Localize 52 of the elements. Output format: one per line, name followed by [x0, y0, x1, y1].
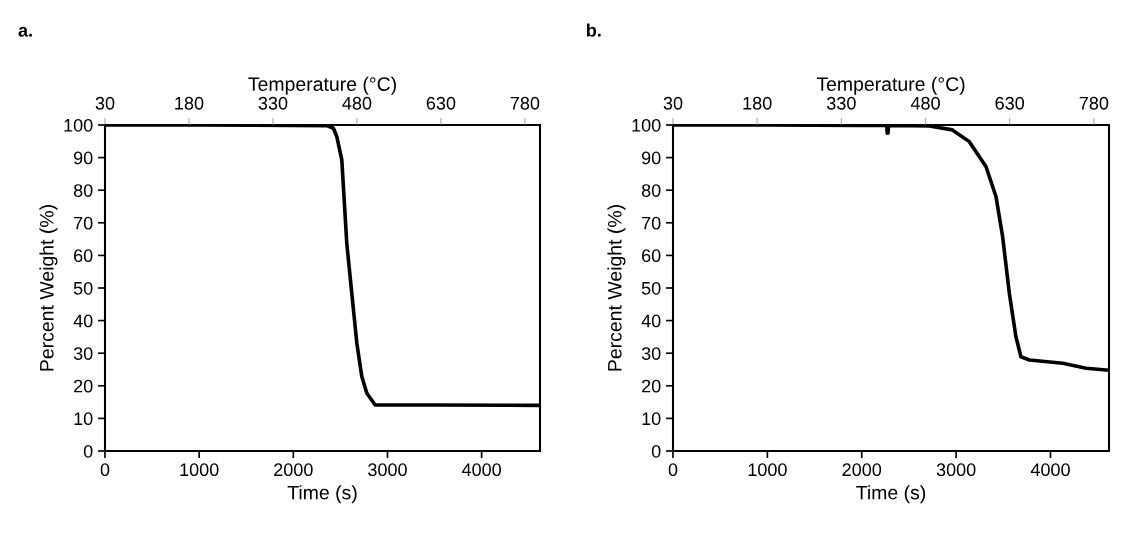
x2-axis-title: Temperature (°C) [816, 76, 965, 95]
y-tick-label: 80 [641, 184, 661, 197]
x-tick-label: 4000 [461, 463, 501, 477]
y-tick-label: 100 [64, 118, 93, 132]
y-tick-label: 90 [641, 151, 661, 165]
x2-tick-label: 180 [743, 96, 772, 110]
x2-tick-label: 630 [426, 96, 456, 110]
chart-title: a. [18, 26, 32, 37]
y-tick-label: 30 [641, 347, 661, 360]
chart-title: b. [586, 23, 601, 37]
y-tick-label: 40 [641, 314, 661, 328]
y-tick-label: 70 [642, 216, 661, 230]
x2-tick-label: 30 [95, 96, 115, 110]
y-tick-label: 20 [642, 379, 661, 393]
x-tick-label: 1000 [180, 463, 219, 477]
y-axis-title: Percent Weight (%) [607, 205, 626, 371]
x2-tick-label: 330 [258, 96, 288, 110]
y-tick-label: 90 [73, 151, 93, 165]
x2-tick-label: 780 [510, 96, 540, 110]
y-tick-label: 60 [642, 249, 661, 263]
x-tick-label: 1000 [748, 463, 787, 477]
x2-tick-label: 780 [1079, 96, 1109, 110]
y-tick-label: 10 [74, 412, 93, 426]
y-tick-label: 70 [74, 216, 93, 230]
y-tick-label: 0 [83, 444, 93, 458]
y-tick-label: 0 [651, 444, 661, 458]
x-axis-title: Time (s) [287, 485, 357, 504]
x-tick-label: 0 [668, 463, 678, 477]
x2-tick-label: 180 [175, 96, 204, 110]
x2-tick-label: 630 [995, 96, 1025, 110]
y-tick-label: 30 [73, 347, 93, 360]
x2-axis-title: Temperature (°C) [248, 76, 396, 95]
x-axis-title: Time (s) [856, 485, 926, 504]
x-tick-label: 4000 [1030, 463, 1070, 477]
y-tick-label: 60 [74, 249, 93, 263]
x2-tick-label: 480 [342, 96, 372, 110]
x-tick-label: 3000 [368, 463, 407, 477]
y-tick-label: 50 [641, 281, 661, 295]
y-tick-label: 50 [73, 281, 93, 295]
y-tick-label: 100 [632, 118, 661, 132]
x-tick-label: 0 [100, 463, 110, 477]
x2-tick-label: 330 [826, 96, 856, 110]
y-tick-label: 40 [73, 314, 93, 328]
x-tick-label: 3000 [936, 463, 976, 477]
x2-tick-label: 480 [910, 96, 940, 110]
y-tick-label: 80 [73, 184, 93, 197]
y-tick-label: 20 [74, 379, 93, 393]
y-axis-title: Percent Weight (%) [39, 205, 58, 371]
x2-tick-label: 30 [663, 96, 683, 110]
x-tick-label: 2000 [842, 463, 882, 477]
y-tick-label: 10 [642, 412, 661, 426]
x-tick-label: 2000 [274, 463, 313, 477]
